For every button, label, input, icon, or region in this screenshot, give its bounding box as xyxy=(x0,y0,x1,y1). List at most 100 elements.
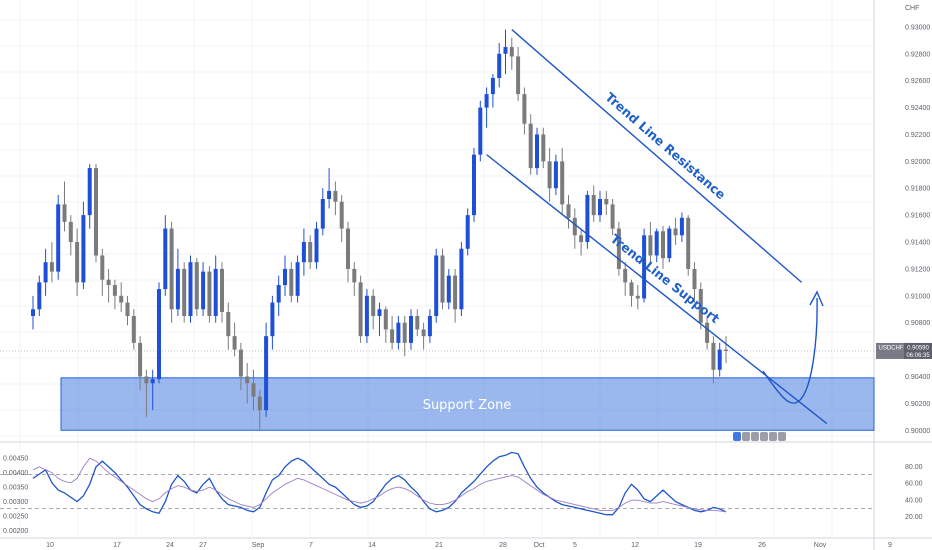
time-tick-label: 10 xyxy=(46,542,54,549)
logo-block xyxy=(778,432,786,441)
candle-body xyxy=(616,228,621,269)
candle xyxy=(472,147,476,222)
candle xyxy=(566,194,571,229)
candle xyxy=(717,342,722,377)
candle-body xyxy=(371,295,376,316)
candle xyxy=(213,255,218,323)
candle xyxy=(667,225,672,263)
candle-body xyxy=(75,242,80,283)
candle-body xyxy=(541,134,546,162)
candle xyxy=(383,306,388,343)
time-tick-label: 5 xyxy=(573,542,577,549)
candle xyxy=(616,221,621,276)
oscillator-left-tick: 0.00200 xyxy=(3,528,28,535)
candle-body xyxy=(150,379,155,384)
time-tick-label: 12 xyxy=(631,542,639,549)
candle-body xyxy=(667,228,672,259)
price-tag: USDCHF 0.90590 06:06:35 xyxy=(876,342,932,359)
oscillator-left-tick: 0.00350 xyxy=(3,485,28,492)
candle xyxy=(295,255,300,303)
price-tick-label: 0.91200 xyxy=(905,266,930,273)
candle-body xyxy=(560,161,565,205)
candle xyxy=(371,289,376,330)
countdown-label: 06:06:35 xyxy=(906,353,930,359)
logo-block xyxy=(769,432,777,441)
price-tick-label: 0.91000 xyxy=(905,293,930,300)
candle xyxy=(49,242,54,283)
candle xyxy=(390,315,395,350)
candle-body xyxy=(175,268,180,310)
logo-block xyxy=(751,432,759,441)
time-tick-label: 28 xyxy=(499,542,507,549)
price-tick-label: 0.90200 xyxy=(905,401,930,408)
candle xyxy=(251,369,256,411)
candle-body xyxy=(516,56,521,95)
logo-block xyxy=(760,432,768,441)
time-tick-label: 7 xyxy=(309,542,313,549)
resistance-line xyxy=(511,29,803,283)
candle xyxy=(642,228,647,303)
candle xyxy=(201,262,206,316)
candle-body xyxy=(163,228,168,290)
candle-body xyxy=(711,342,716,370)
candle-body xyxy=(440,255,445,303)
candle xyxy=(698,282,703,330)
time-tick-label: 21 xyxy=(435,542,443,549)
candle-body xyxy=(188,262,193,316)
candle-body xyxy=(119,295,124,303)
candle xyxy=(427,309,432,343)
candle-body xyxy=(327,190,332,200)
symbol-tag-bg xyxy=(876,342,906,359)
price-tick-label: 0.90800 xyxy=(905,320,930,327)
candle xyxy=(346,221,350,283)
candle-body xyxy=(295,262,300,296)
candle-body xyxy=(333,190,338,202)
time-tick-label: 27 xyxy=(199,542,207,549)
oscillator-series-signal xyxy=(32,457,727,513)
support-zone-label: Support Zone xyxy=(423,398,512,413)
candle xyxy=(352,262,357,296)
candle xyxy=(301,228,306,276)
candle-body xyxy=(125,302,130,316)
candle xyxy=(692,262,697,303)
candle xyxy=(679,212,684,243)
candle xyxy=(377,302,382,337)
candle xyxy=(100,248,105,296)
candle-body xyxy=(352,268,357,283)
price-tick-label: 0.91400 xyxy=(905,240,930,247)
candle-body xyxy=(81,215,86,283)
candle-body xyxy=(169,228,174,310)
candle xyxy=(535,127,539,175)
candle-body xyxy=(459,248,464,310)
candle-body xyxy=(56,204,61,272)
candle xyxy=(673,217,678,245)
candle xyxy=(125,295,130,326)
candle-body xyxy=(579,235,584,243)
candle xyxy=(320,188,325,236)
candle-body xyxy=(446,275,451,303)
oscillator-pane[interactable]: 0.00450 0.00400 0.00350 0.00300 0.00250 0.002… xyxy=(0,451,923,535)
price-tick-label: 0.92200 xyxy=(905,132,930,139)
candle xyxy=(446,268,451,310)
candle xyxy=(629,279,634,307)
candle-body xyxy=(535,134,539,169)
candle xyxy=(478,100,483,162)
support-zone-box xyxy=(60,377,875,431)
candle xyxy=(289,262,294,303)
candle-body xyxy=(301,242,306,263)
price-tick-label: 0.93000 xyxy=(905,24,930,31)
time-axis[interactable]: 10 17 24 27 Sep 7 14 21 28 Oct 5 12 19 26 Nov 9 xyxy=(46,542,892,549)
candle-body xyxy=(604,199,609,205)
candle-body xyxy=(49,262,54,272)
candle xyxy=(560,147,565,216)
candle xyxy=(333,181,338,216)
candle-body xyxy=(308,242,313,263)
candle-body xyxy=(276,285,281,303)
candle-body xyxy=(642,235,647,299)
candle-body xyxy=(465,215,470,249)
candle xyxy=(232,322,237,357)
candle-body xyxy=(421,329,426,337)
candle-body xyxy=(220,268,224,312)
